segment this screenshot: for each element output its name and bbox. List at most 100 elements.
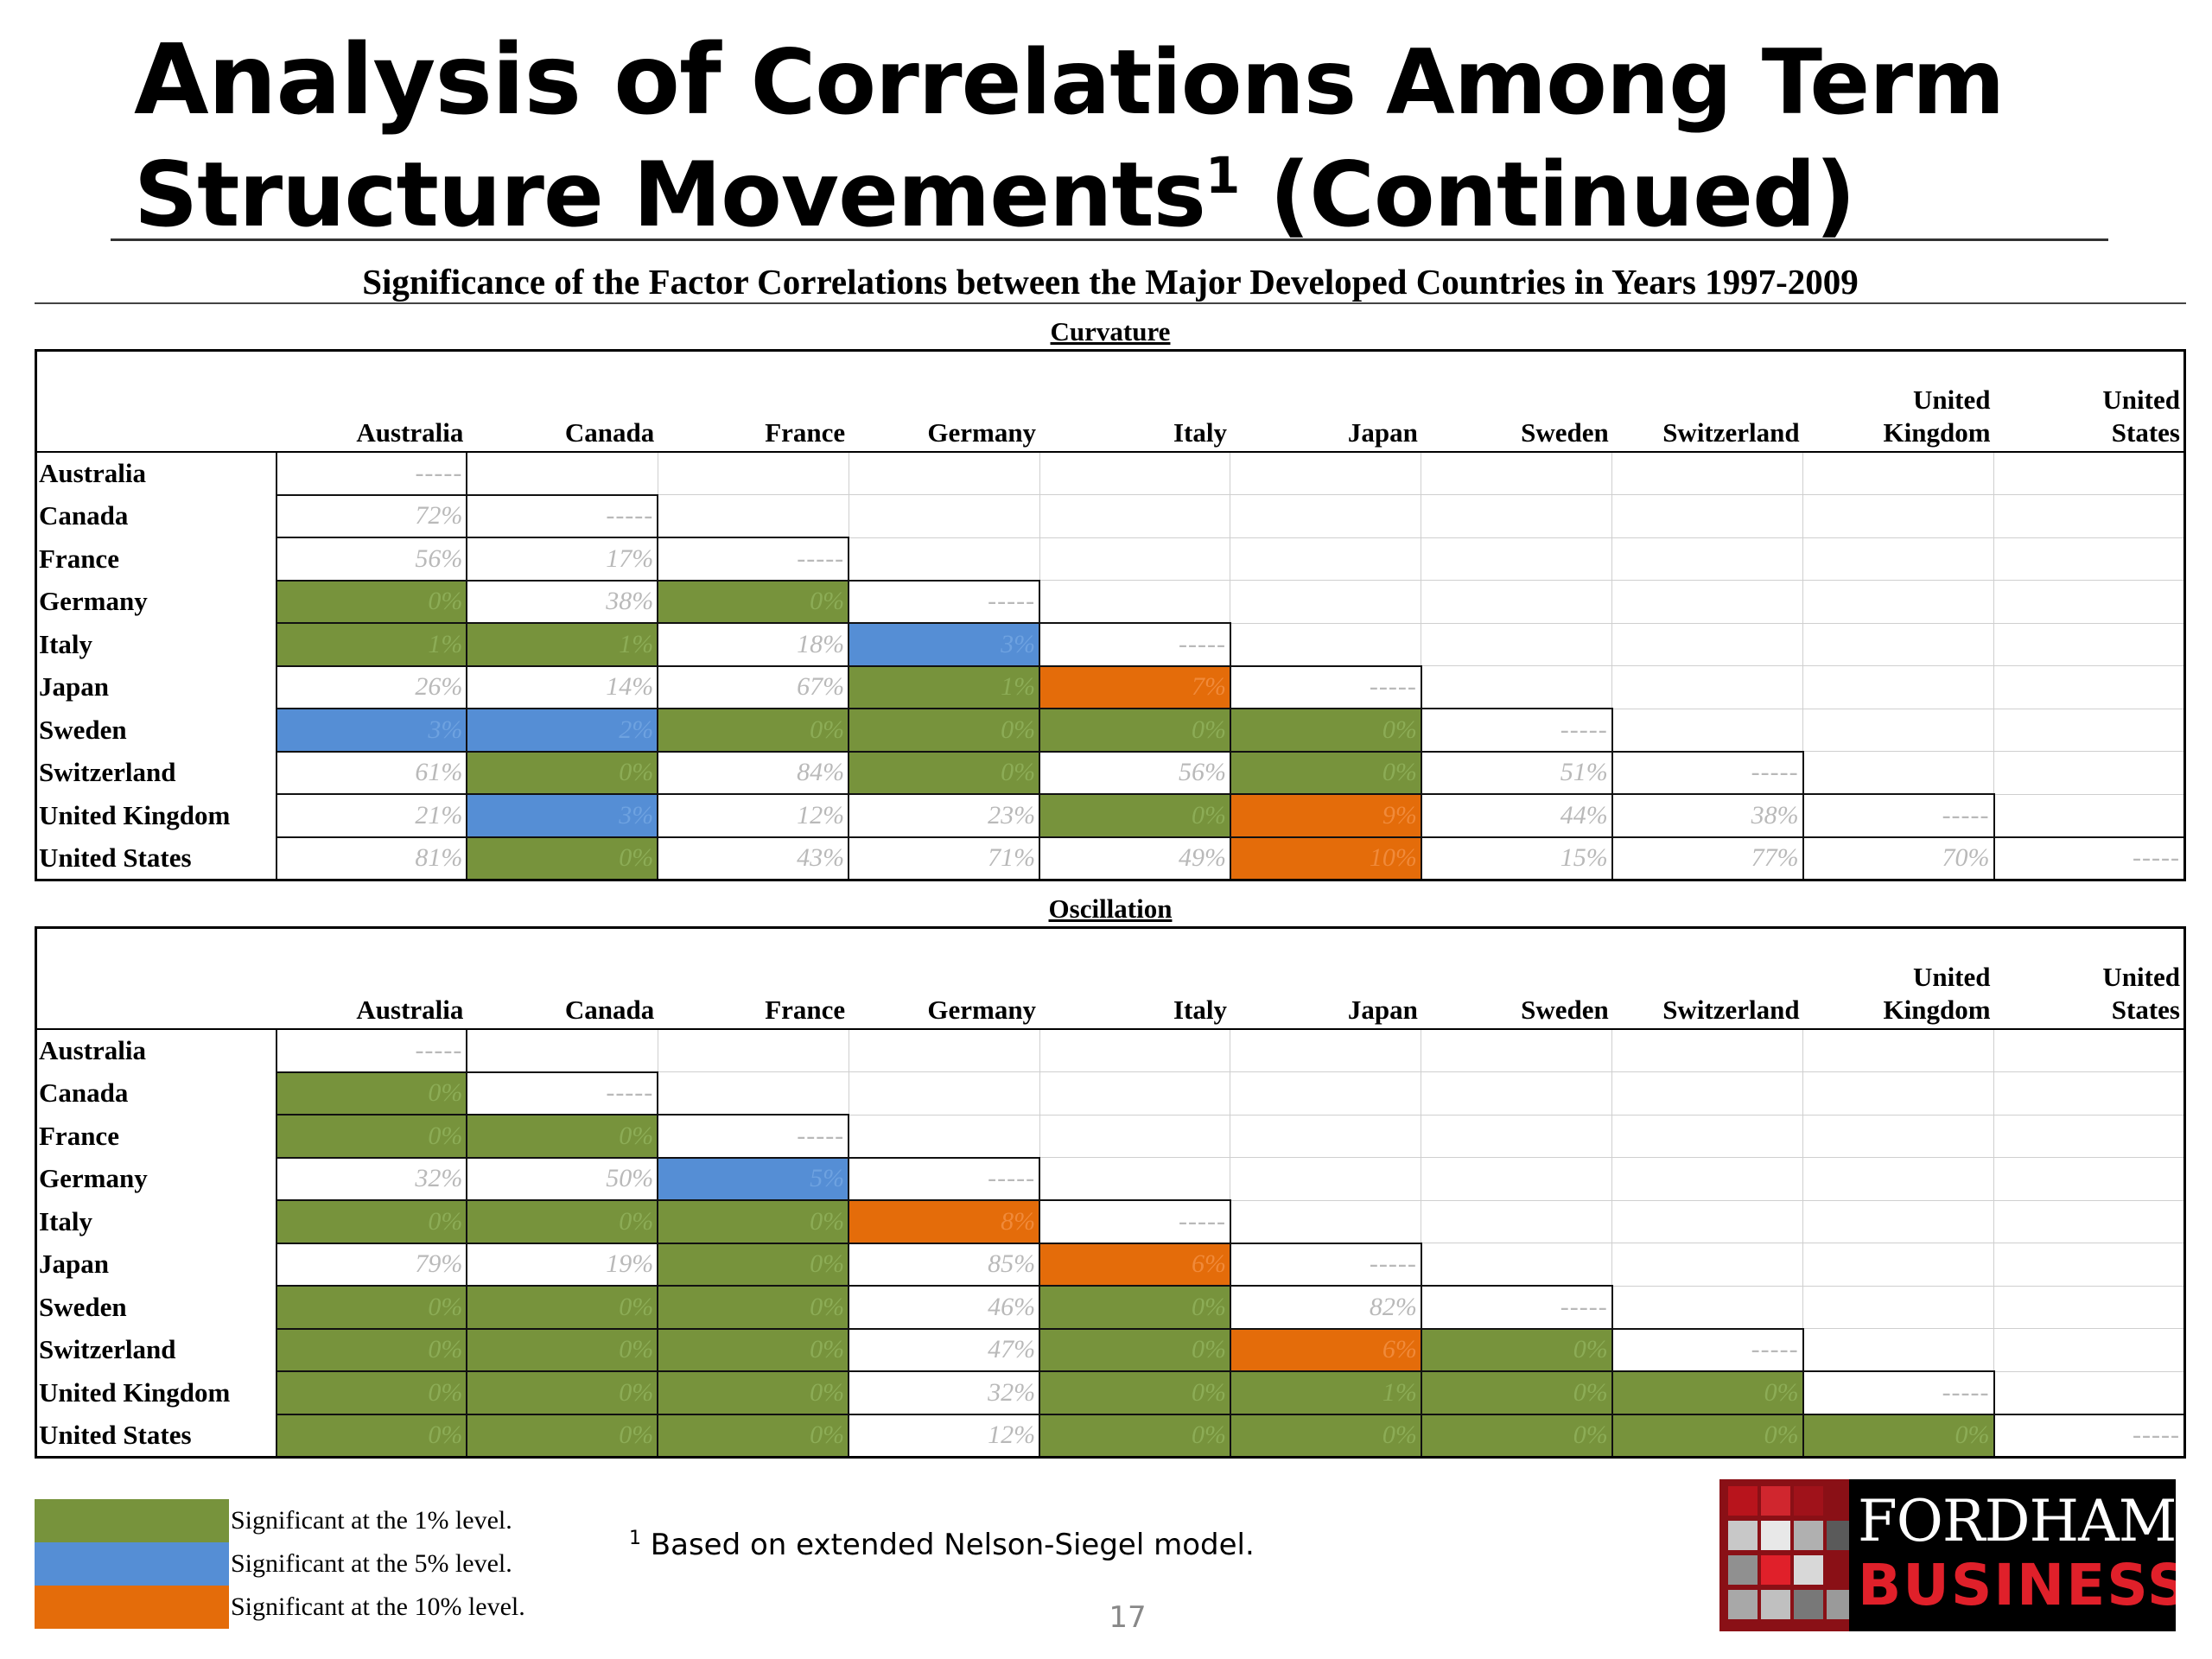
empty-cell [1993, 494, 2185, 538]
correlation-cell: 21% [275, 793, 468, 838]
empty-cell [1611, 1114, 1804, 1158]
correlation-cell: 0% [1039, 1327, 1231, 1372]
empty-cell [1230, 451, 1422, 495]
correlation-cell: 0% [466, 1327, 659, 1372]
empty-cell [1039, 580, 1231, 624]
column-header: Italy [1039, 927, 1230, 1030]
column-header-text: Germany [927, 995, 1037, 1025]
empty-cell [657, 1071, 849, 1116]
correlation-cell: 0% [1802, 1413, 1995, 1459]
column-header: Germany [849, 927, 1040, 1030]
empty-cell [1993, 1114, 2185, 1158]
correlation-cell: ----- [657, 1114, 850, 1159]
table-subtitle: Significance of the Factor Correlations … [362, 262, 1859, 302]
correlation-cell: 1% [1229, 1370, 1422, 1415]
empty-cell [1802, 1199, 1995, 1243]
correlation-cell: 0% [275, 1114, 468, 1159]
correlation-cell: 0% [466, 1285, 659, 1330]
column-header-text: Sweden [1521, 417, 1609, 448]
correlation-cell: 15% [1420, 836, 1613, 881]
correlation-cell: 0% [1420, 1327, 1613, 1372]
empty-cell [1039, 494, 1231, 538]
correlation-cell: 18% [657, 622, 850, 667]
panel-label-oscillation: Oscillation [1048, 893, 1173, 924]
panel-label-curvature: Curvature [1050, 316, 1171, 346]
correlation-cell: ----- [1420, 1285, 1613, 1330]
empty-cell [1802, 580, 1995, 624]
empty-cell [848, 494, 1040, 538]
correlation-cell: 0% [466, 750, 659, 795]
legend-swatch-1pct [35, 1499, 229, 1542]
column-header-text: United [2102, 962, 2180, 992]
empty-cell [1993, 451, 2185, 495]
column-header: Sweden [1421, 350, 1612, 453]
empty-cell [1611, 1028, 1804, 1072]
correlation-cell: ----- [466, 493, 659, 538]
column-header-text: Australia [356, 417, 464, 448]
correlation-cell: 0% [466, 1370, 659, 1415]
column-header-text: Germany [927, 417, 1037, 448]
empty-cell [1802, 622, 1995, 666]
column-header-text: Kingdom [1883, 995, 1991, 1025]
correlation-cell: 38% [1611, 793, 1804, 838]
empty-cell [1802, 494, 1995, 538]
correlation-cell: ----- [1802, 793, 1995, 838]
column-header: United Kingdom [1802, 927, 1994, 1030]
row-label: Canada [35, 1071, 277, 1115]
column-header: Switzerland [1611, 927, 1803, 1030]
empty-cell [466, 1028, 658, 1072]
correlation-cell: 44% [1420, 793, 1613, 838]
column-header-text: United [1912, 385, 1991, 415]
correlation-cell: 23% [848, 793, 1041, 838]
table-corner [35, 350, 276, 453]
table-row: Japan 26% 14% 67% 1% 7% ----- [35, 664, 2185, 709]
empty-cell [1802, 1285, 1995, 1329]
empty-cell [1993, 1028, 2185, 1072]
column-header-text: United [1912, 962, 1991, 992]
logo-line-1: FORDHAM [1858, 1488, 2176, 1554]
empty-cell [1611, 494, 1804, 538]
column-header: France [658, 350, 849, 453]
row-label: Germany [35, 1157, 277, 1200]
column-header-text: Australia [356, 995, 464, 1025]
row-label: Switzerland [35, 1328, 277, 1371]
row-label: Germany [35, 580, 277, 623]
empty-cell [1611, 708, 1804, 752]
column-header-text: Switzerland [1662, 417, 1800, 448]
empty-cell [466, 451, 658, 495]
empty-cell [1611, 622, 1804, 666]
correlation-cell: 82% [1229, 1285, 1422, 1330]
oscillation-table: Australia Canada France Germany Italy Japan Sw… [35, 926, 2186, 1459]
row-label: Sweden [35, 1286, 277, 1329]
correlation-cell: 77% [1611, 836, 1804, 881]
table-row: Germany 0% 38% 0% ----- [35, 579, 2185, 624]
empty-cell [1993, 622, 2185, 666]
correlation-cell: 0% [657, 1199, 850, 1244]
correlation-cell: 0% [1039, 793, 1231, 838]
column-header: Australia [276, 350, 467, 453]
correlation-cell: ----- [1229, 1242, 1422, 1287]
correlation-cell: 3% [848, 622, 1041, 667]
correlation-cell: 19% [466, 1242, 659, 1287]
empty-cell [1802, 1328, 1995, 1372]
row-label: United Kingdom [35, 1371, 277, 1414]
empty-cell [1421, 1114, 1613, 1158]
logo-text: FORDHAM BUSINESS [1858, 1488, 2176, 1618]
correlation-cell: 0% [466, 1114, 659, 1159]
correlation-cell: 3% [466, 793, 659, 838]
correlation-cell: 81% [275, 836, 468, 881]
correlation-cell: ----- [1229, 664, 1422, 709]
column-header-text: Canada [564, 417, 655, 448]
correlation-cell: ----- [848, 579, 1041, 624]
empty-cell [1802, 708, 1995, 752]
empty-cell [1421, 537, 1613, 581]
correlation-cell: 0% [1039, 1413, 1231, 1459]
correlation-cell: ----- [1802, 1370, 1995, 1415]
row-label: United Kingdom [35, 794, 277, 837]
column-header: Italy [1039, 350, 1230, 453]
column-header: Canada [467, 927, 658, 1030]
correlation-cell: 51% [1420, 750, 1613, 795]
empty-cell [1421, 1157, 1613, 1201]
empty-cell [848, 1114, 1040, 1158]
title-divider [111, 238, 2108, 241]
